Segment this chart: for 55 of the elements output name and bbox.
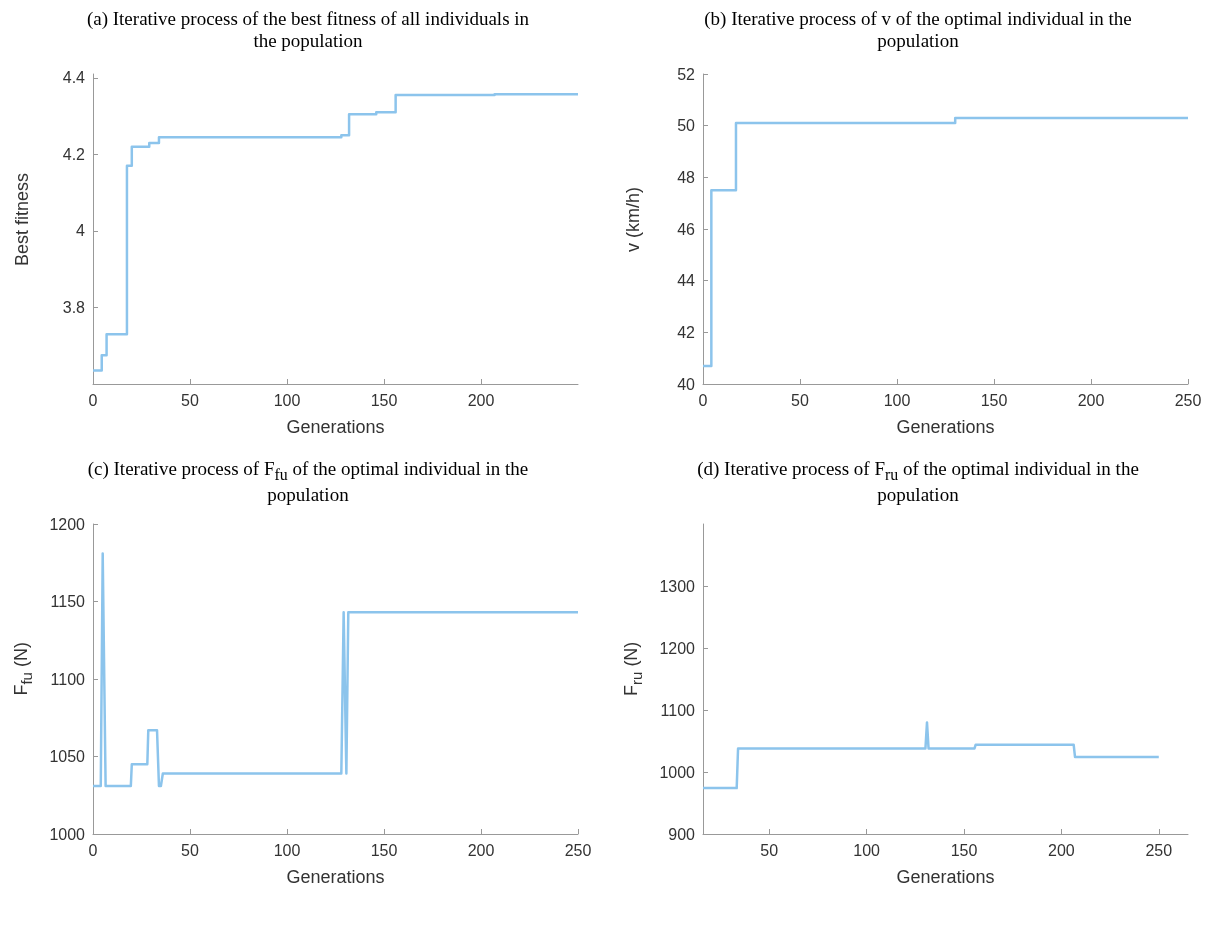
y-tick-label: 46: [677, 220, 696, 238]
y-tick-label: 3.8: [62, 298, 86, 316]
chart-title: (c) Iterative process of F$_{fu}$ of the optimal individual in the population: [86, 458, 530, 507]
y-axis-title: Best fitness: [12, 172, 34, 266]
x-tick-label: 250: [564, 841, 592, 859]
x-tick-label: 50: [791, 391, 809, 409]
x-tick-label: 50: [181, 391, 199, 409]
x-axis-title: Generations: [286, 417, 385, 437]
y-tick-label: 1050: [49, 748, 86, 765]
x-tick-label: 150: [370, 391, 398, 409]
x-tick-label: 200: [467, 841, 495, 859]
x-tick-label: 50: [181, 841, 199, 859]
y-tick-label: 4.2: [62, 145, 86, 163]
y-axis-title: v (km/h): [622, 186, 644, 252]
x-tick-label: 250: [1174, 391, 1202, 409]
x-tick-label: 50: [760, 841, 779, 859]
x-tick-label: 200: [467, 391, 495, 409]
y-tick-label: 4: [76, 222, 86, 240]
x-tick-label: 100: [273, 841, 301, 859]
y-tick-label: 1150: [50, 593, 86, 610]
x-tick-label: 150: [370, 841, 398, 859]
x-tick-label: 100: [883, 391, 911, 409]
y-tick-label: 1000: [659, 763, 696, 781]
chart-title: (b) Iterative process of v of the optimal individual in the population: [703, 8, 1133, 53]
x-tick-label: 100: [273, 391, 301, 409]
x-tick-label: 250: [1145, 841, 1173, 859]
x-tick-label: 0: [88, 391, 98, 409]
x-tick-label: 150: [980, 391, 1008, 409]
y-tick-label: 1200: [49, 515, 86, 533]
y-tick-label: 42: [677, 323, 696, 341]
chart-title: (a) Iterative process of the best fitness of all individuals in the population: [85, 8, 531, 53]
line-series: [701, 721, 1161, 790]
x-axis-title: Generations: [896, 867, 995, 887]
y-tick-label: 900: [668, 825, 696, 843]
x-axis-title: Generations: [286, 867, 385, 887]
x-axis-title: Generations: [896, 417, 995, 437]
y-tick-label: 1000: [49, 825, 86, 843]
y-tick-label: 1100: [50, 670, 86, 688]
x-tick-label: 200: [1048, 841, 1075, 859]
y-tick-label: 48: [677, 168, 696, 186]
y-tick-label: 1300: [659, 577, 696, 595]
y-tick-label: 4.4: [62, 69, 86, 87]
y-tick-label: 50: [677, 117, 696, 135]
x-tick-label: 150: [950, 841, 978, 859]
x-tick-label: 100: [853, 841, 881, 859]
chart-title: (d) Iterative process of F$_{ru}$ of the optimal individual in the population: [696, 458, 1140, 507]
y-tick-label: 40: [677, 375, 696, 393]
x-tick-label: 200: [1077, 391, 1105, 409]
x-tick-label: 0: [88, 841, 98, 859]
y-tick-label: 1100: [660, 701, 696, 719]
line-series: [91, 552, 580, 788]
y-tick-label: 52: [677, 65, 696, 83]
y-tick-label: 1200: [659, 639, 696, 657]
x-tick-label: 0: [698, 391, 708, 409]
y-tick-label: 44: [677, 272, 696, 290]
